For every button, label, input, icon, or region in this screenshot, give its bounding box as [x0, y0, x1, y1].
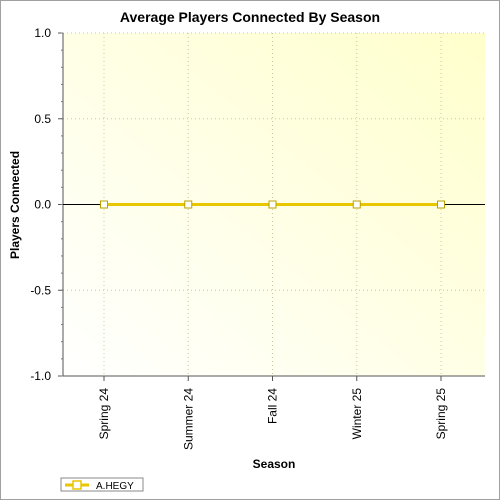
data-point [352, 200, 361, 209]
x-ticks: Spring 24 Summer 24 Fall 24 Winter 25 Spring… [97, 376, 448, 450]
x-tick-label: Summer 24 [181, 388, 195, 450]
x-axis-title: Season [253, 457, 296, 471]
chart-title: Average Players Connected By Season [120, 9, 380, 25]
y-axis-title: Players Connected [8, 151, 22, 259]
y-tick-label: -0.5 [30, 283, 51, 297]
legend: A.HEGY [60, 477, 144, 492]
y-tick-label: -1.0 [30, 369, 51, 383]
legend-series-label: A.HEGY [96, 481, 134, 492]
x-tick-label: Spring 24 [97, 388, 111, 440]
y-tick-label: 0.5 [34, 112, 51, 126]
y-ticks: 1.0 0.5 0.0 -0.5 -1.0 [30, 26, 63, 383]
data-point [437, 200, 445, 209]
data-point [100, 200, 108, 209]
y-tick-label: 1.0 [34, 26, 51, 40]
x-tick-label: Fall 24 [266, 388, 280, 424]
x-tick-label: Spring 25 [434, 388, 448, 440]
data-point [268, 200, 277, 209]
x-tick-label: Winter 25 [350, 388, 364, 440]
data-point [184, 200, 193, 209]
series-group [100, 200, 445, 209]
y-tick-label: 0.0 [34, 198, 51, 212]
legend-series-marker [72, 480, 82, 490]
